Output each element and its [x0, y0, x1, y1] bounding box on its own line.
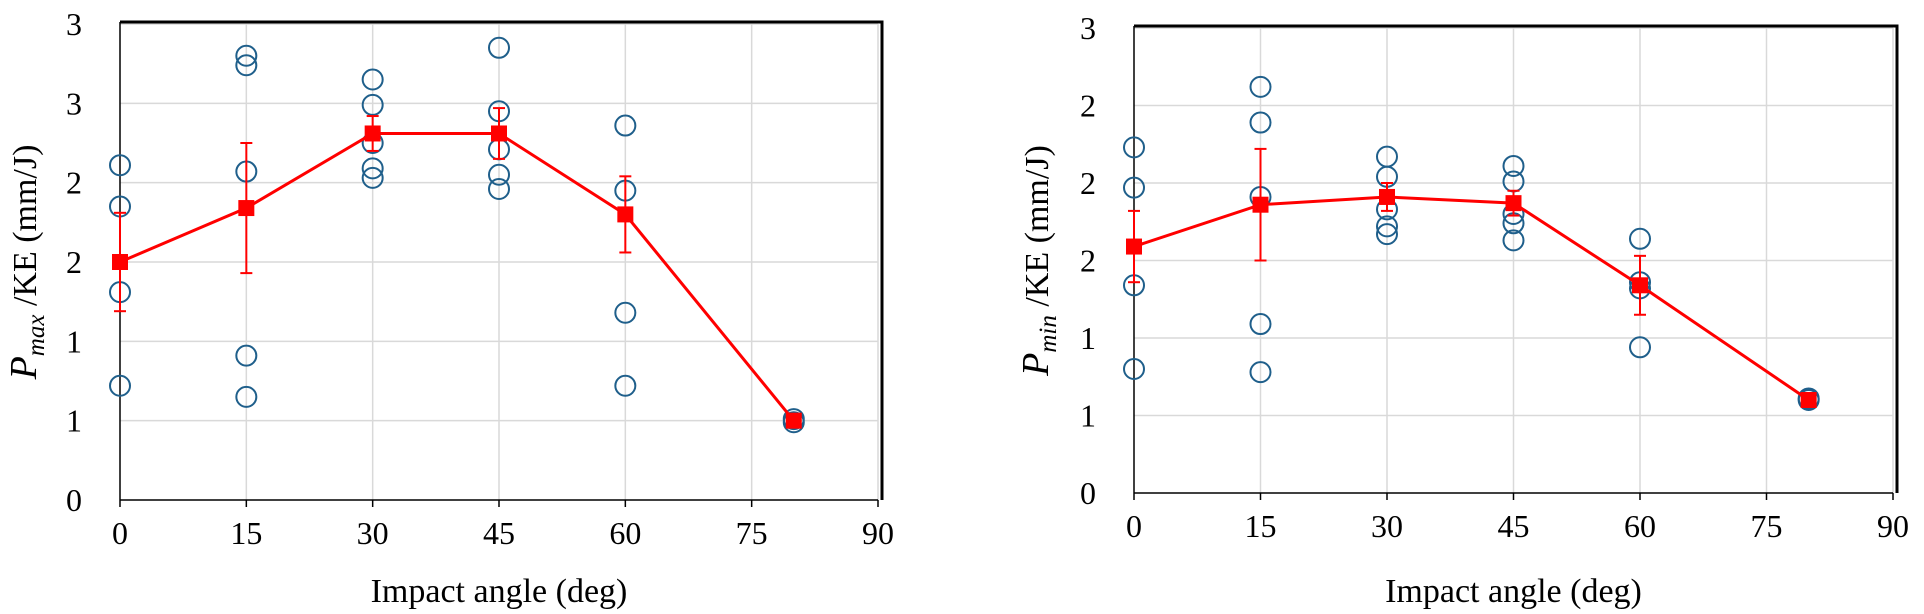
x-tick-label: 75 [736, 515, 768, 551]
mean-marker [491, 125, 507, 142]
data-point-circle [361, 166, 384, 189]
y-axis-label-symbol: P [1015, 353, 1057, 377]
y-axis-label-subscript: min [1035, 315, 1062, 353]
data-point-circle [1502, 229, 1525, 252]
data-point-circle [1629, 336, 1651, 359]
x-tick-label: 30 [1371, 508, 1403, 544]
mean-marker [112, 254, 128, 270]
mean-marker [785, 412, 802, 429]
data-point-circle [1249, 111, 1272, 134]
data-point-circle [235, 385, 258, 408]
data-point-circle [1376, 223, 1398, 246]
x-tick-label: 0 [1126, 508, 1142, 544]
data-point-circle [1249, 75, 1272, 98]
data-point-circle [1123, 358, 1145, 380]
x-axis-label: Impact angle (deg) [1385, 573, 1642, 610]
y-tick-label: 2 [1080, 165, 1096, 201]
y-axis-label: Pmax /KE (mm/J) [3, 145, 50, 381]
data-point-circle [1123, 136, 1145, 159]
data-point-circle [361, 157, 384, 180]
data-point-circle [361, 68, 384, 91]
y-tick-label: 0 [1080, 475, 1096, 511]
mean-marker [364, 125, 381, 142]
data-point-circle [614, 114, 637, 137]
x-tick-label: 15 [1245, 508, 1277, 544]
x-tick-label: 30 [357, 515, 389, 551]
mean-marker [617, 206, 634, 223]
mean-marker [1379, 188, 1395, 205]
data-point-circle [1249, 361, 1272, 384]
y-tick-label: 1 [66, 323, 82, 359]
data-point-circle [1376, 145, 1398, 168]
y-axis-label-subscript: max [23, 315, 50, 357]
x-tick-label: 60 [609, 515, 641, 551]
y-axis-label-text: /KE (mm/J) [7, 145, 44, 315]
chart-pmax: 0 15 30 45 60 75 90 0 1 1 2 2 3 3 Impact angle (deg) Pm… [3, 6, 894, 610]
data-point-circle [488, 163, 510, 186]
data-point-circle [488, 178, 510, 201]
data-point-circle [1249, 313, 1272, 336]
data-point-circle [1376, 215, 1398, 238]
mean-line [1133, 195, 1810, 402]
x-axis-label: Impact angle (deg) [371, 573, 628, 610]
x-tick-label: 45 [483, 515, 515, 551]
plot-frame [1134, 24, 1899, 493]
data-point-circle [1502, 154, 1525, 177]
data-point-circle [235, 344, 258, 367]
y-axis-label-symbol: P [3, 356, 45, 380]
data-point-circle [109, 154, 131, 177]
mean-marker [238, 200, 255, 217]
data-point-circle [1797, 387, 1820, 410]
x-tick-label: 45 [1498, 508, 1530, 544]
y-tick-label: 3 [66, 6, 82, 42]
data-point-circle [614, 301, 637, 324]
data-point-circle [361, 93, 384, 116]
x-tick-label: 15 [230, 515, 262, 551]
y-tick-label: 3 [1080, 10, 1096, 46]
y-tick-label: 0 [66, 482, 82, 518]
data-point-circle [782, 408, 805, 431]
mean-marker [1505, 195, 1522, 212]
x-tick-label: 90 [862, 515, 894, 551]
mean-marker [1800, 392, 1817, 408]
y-axis-label: Pmin /KE (mm/J) [1015, 145, 1062, 377]
y-tick-label: 3 [66, 85, 82, 121]
chart-pmin: 0 15 30 45 60 75 90 0 1 1 2 2 2 3 Impact angle (deg) Pm… [1015, 10, 1909, 610]
x-tick-label: 60 [1624, 508, 1656, 544]
x-tick-label: 0 [112, 515, 128, 551]
mean-marker [1252, 196, 1269, 213]
x-tick-label: 75 [1751, 508, 1783, 544]
y-axis-label-text: /KE (mm/J) [1019, 145, 1056, 315]
mean-marker [1126, 238, 1142, 255]
y-tick-label: 1 [66, 403, 82, 439]
plot-frame [120, 20, 884, 500]
y-tick-label: 2 [1080, 243, 1096, 279]
mean-line [119, 131, 795, 422]
data-point-circle [488, 36, 510, 59]
data-point-circle [235, 44, 258, 67]
data-point-circle [1629, 227, 1651, 250]
data-point-circle [614, 374, 637, 397]
data-point-circle [1123, 176, 1145, 199]
data-point-circle [235, 54, 258, 77]
y-tick-label: 2 [1080, 88, 1096, 124]
data-point-circle [109, 374, 131, 397]
y-tick-label: 2 [66, 244, 82, 280]
y-tick-label: 1 [1080, 398, 1096, 434]
x-tick-label: 90 [1877, 508, 1909, 544]
y-tick-label: 1 [1080, 320, 1096, 356]
y-tick-label: 2 [66, 165, 82, 201]
mean-marker [1632, 277, 1648, 294]
